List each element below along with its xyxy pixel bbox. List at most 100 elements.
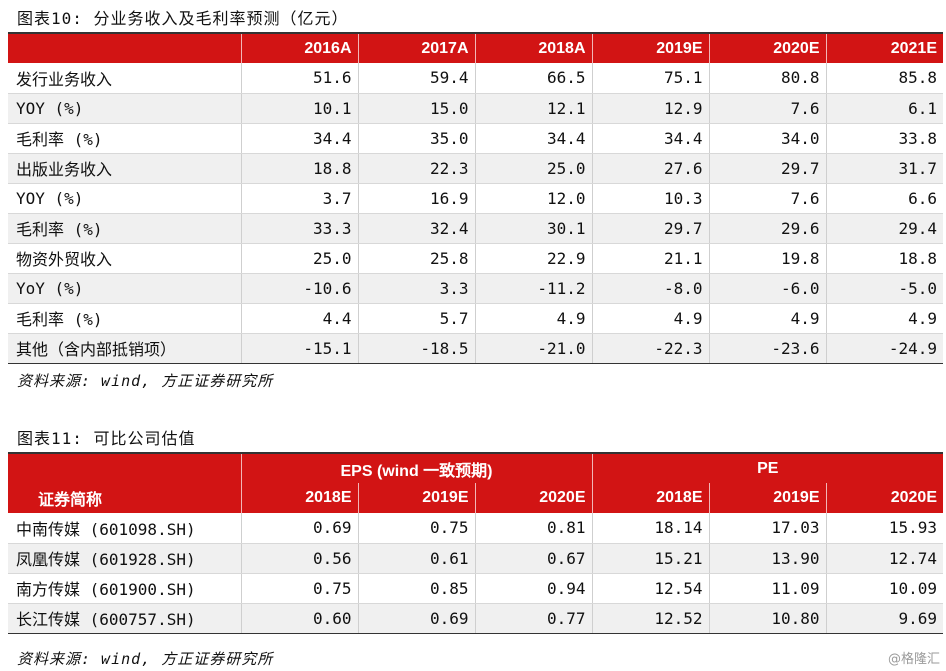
table-cell: 0.61 (358, 543, 476, 574)
table-cell: 7.6 (709, 93, 827, 124)
table-cell: 4.9 (709, 303, 827, 334)
table-cell: 12.0 (475, 183, 593, 214)
table-row: 物资外贸收入 25.0 25.8 22.9 21.1 19.8 18.8 (8, 243, 943, 274)
table-cell: 0.81 (475, 513, 593, 544)
table-cell: 31.7 (826, 153, 943, 184)
table-cell: 0.75 (358, 513, 476, 544)
table-cell: 7.6 (709, 183, 827, 214)
header-eps-2019E: 2019E (358, 483, 476, 513)
table-cell: 4.9 (826, 303, 943, 334)
header-2016A: 2016A (241, 33, 359, 63)
table-cell: -5.0 (826, 273, 943, 304)
header-pe-2019E: 2019E (709, 483, 827, 513)
table-cell: 0.94 (475, 573, 593, 604)
row-label: 毛利率 (%) (8, 303, 242, 334)
table-cell: 33.8 (826, 123, 943, 154)
group-header-eps: EPS (wind 一致预期) (241, 453, 593, 483)
table-cell: 25.8 (358, 243, 476, 274)
table-cell: -24.9 (826, 333, 943, 364)
table-cell: 9.69 (826, 603, 943, 634)
table-cell: 4.9 (592, 303, 710, 334)
table-cell: 19.8 (709, 243, 827, 274)
row-label: 凤凰传媒 (601928.SH) (8, 543, 242, 574)
revenue-margin-table: 2016A 2017A 2018A 2019E 2020E 2021E 发行业务… (8, 32, 943, 364)
table-cell: -11.2 (475, 273, 593, 304)
table-cell: 32.4 (358, 213, 476, 244)
table-cell: 0.77 (475, 603, 593, 634)
table-cell: 0.69 (241, 513, 359, 544)
table-cell: 4.4 (241, 303, 359, 334)
row-label: 出版业务收入 (8, 153, 242, 184)
header-eps-2018E: 2018E (241, 483, 359, 513)
header-2021E: 2021E (826, 33, 943, 63)
table-cell: 34.4 (241, 123, 359, 154)
table-row: 中南传媒 (601098.SH) 0.69 0.75 0.81 18.14 17.03 15… (8, 513, 943, 544)
table-cell: -18.5 (358, 333, 476, 364)
table-cell: 17.03 (709, 513, 827, 544)
header-security-name: 证券简称 (8, 483, 242, 513)
table-row: 出版业务收入 18.8 22.3 25.0 27.6 29.7 31.7 (8, 153, 943, 184)
row-label: YoY (%) (8, 273, 242, 304)
table-row: 长江传媒 (600757.SH) 0.60 0.69 0.77 12.52 10.80 9.… (8, 603, 943, 634)
table-cell: 12.54 (592, 573, 710, 604)
header-pe-2020E: 2020E (826, 483, 943, 513)
table-cell: 4.9 (475, 303, 593, 334)
table-cell: 3.7 (241, 183, 359, 214)
table-cell: 5.7 (358, 303, 476, 334)
table-row: 南方传媒 (601900.SH) 0.75 0.85 0.94 12.54 11.09 10… (8, 573, 943, 604)
table-cell: 16.9 (358, 183, 476, 214)
row-label: YOY (%) (8, 93, 242, 124)
table-cell: 29.6 (709, 213, 827, 244)
table-cell: 22.3 (358, 153, 476, 184)
header-empty (8, 33, 242, 63)
table-cell: 15.0 (358, 93, 476, 124)
table-cell: 22.9 (475, 243, 593, 274)
table-cell: 25.0 (475, 153, 593, 184)
table1-caption: 图表10: 分业务收入及毛利率预测（亿元） (17, 9, 349, 28)
row-label: 毛利率 (%) (8, 123, 242, 154)
table-row: 凤凰传媒 (601928.SH) 0.56 0.61 0.67 15.21 13.90 12… (8, 543, 943, 574)
group-header-empty (8, 453, 242, 483)
table-cell: 34.4 (592, 123, 710, 154)
table2-caption: 图表11: 可比公司估值 (17, 429, 196, 448)
table-cell: 25.0 (241, 243, 359, 274)
table-cell: 66.5 (475, 63, 593, 94)
table2-source: 资料来源: wind, 方正证券研究所 (17, 650, 274, 668)
table-row: 毛利率 (%) 34.4 35.0 34.4 34.4 34.0 33.8 (8, 123, 943, 154)
row-label: 长江传媒 (600757.SH) (8, 603, 242, 634)
table1-source: 资料来源: wind, 方正证券研究所 (17, 372, 274, 390)
table-cell: 12.52 (592, 603, 710, 634)
header-2017A: 2017A (358, 33, 476, 63)
table-cell: 0.75 (241, 573, 359, 604)
table-cell: 59.4 (358, 63, 476, 94)
table-cell: -6.0 (709, 273, 827, 304)
table-cell: 6.1 (826, 93, 943, 124)
table-cell: 33.3 (241, 213, 359, 244)
table-cell: 0.60 (241, 603, 359, 634)
group-header-pe: PE (592, 453, 943, 483)
row-label: 其他（含内部抵销项） (8, 333, 242, 364)
table-cell: 0.85 (358, 573, 476, 604)
header-2020E: 2020E (709, 33, 827, 63)
table-row: YOY (%) 3.7 16.9 12.0 10.3 7.6 6.6 (8, 183, 943, 214)
table-cell: 34.0 (709, 123, 827, 154)
table-cell: 10.09 (826, 573, 943, 604)
table-row: 发行业务收入 51.6 59.4 66.5 75.1 80.8 85.8 (8, 63, 943, 94)
row-label: 南方传媒 (601900.SH) (8, 573, 242, 604)
table-cell: 35.0 (358, 123, 476, 154)
table-cell: -23.6 (709, 333, 827, 364)
table-row: 其他（含内部抵销项） -15.1 -18.5 -21.0 -22.3 -23.6 -24.9 (8, 333, 943, 364)
row-label: 发行业务收入 (8, 63, 242, 94)
table-cell: -15.1 (241, 333, 359, 364)
table-cell: -8.0 (592, 273, 710, 304)
table1-header-row: 2016A 2017A 2018A 2019E 2020E 2021E (8, 33, 943, 63)
table-cell: -22.3 (592, 333, 710, 364)
table2-group-header-row: EPS (wind 一致预期) PE (8, 453, 943, 483)
row-label: 物资外贸收入 (8, 243, 242, 274)
table-cell: 13.90 (709, 543, 827, 574)
table-cell: 12.1 (475, 93, 593, 124)
table-cell: 18.8 (241, 153, 359, 184)
header-2019E: 2019E (592, 33, 710, 63)
header-eps-2020E: 2020E (475, 483, 593, 513)
table-cell: 18.14 (592, 513, 710, 544)
